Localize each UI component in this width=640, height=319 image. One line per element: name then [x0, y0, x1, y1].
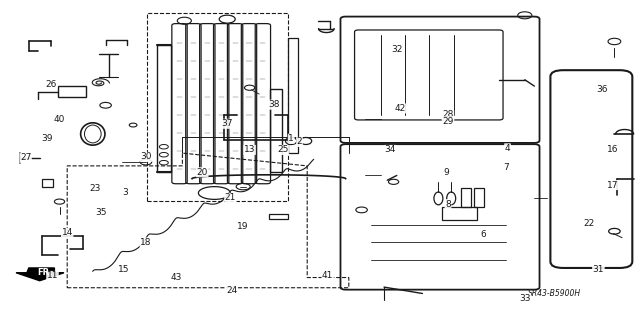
- Bar: [288, 38, 298, 153]
- Bar: [270, 89, 282, 172]
- Polygon shape: [16, 268, 64, 281]
- Text: SR43-B5900H: SR43-B5900H: [528, 289, 581, 298]
- Text: 40: 40: [54, 115, 65, 124]
- Bar: [474, 188, 484, 207]
- Text: 37: 37: [221, 119, 233, 128]
- Text: 23: 23: [89, 184, 100, 193]
- Text: 21: 21: [225, 193, 236, 202]
- Text: 42: 42: [394, 104, 406, 113]
- Text: 20: 20: [196, 168, 208, 177]
- Text: 28: 28: [442, 110, 454, 119]
- Text: 11: 11: [47, 271, 58, 280]
- Text: 43: 43: [170, 273, 182, 282]
- Text: 36: 36: [596, 85, 607, 94]
- Text: 4: 4: [505, 144, 510, 153]
- Text: 34: 34: [385, 145, 396, 154]
- Text: 33: 33: [519, 294, 531, 303]
- Text: 15: 15: [118, 265, 129, 274]
- Text: 35: 35: [95, 208, 107, 217]
- Text: 1: 1: [289, 134, 294, 143]
- Text: 18: 18: [140, 238, 152, 247]
- Text: 17: 17: [607, 181, 618, 189]
- Text: 26: 26: [45, 80, 57, 89]
- Text: FR.: FR.: [37, 268, 52, 277]
- Text: 13: 13: [244, 145, 255, 154]
- Text: 38: 38: [268, 100, 280, 109]
- Text: 41: 41: [322, 271, 333, 280]
- Text: 22: 22: [583, 219, 595, 228]
- Text: 39: 39: [41, 134, 52, 143]
- Text: 16: 16: [607, 145, 618, 154]
- Bar: [157, 45, 171, 172]
- Text: 30: 30: [140, 152, 152, 161]
- Text: 31: 31: [593, 265, 604, 274]
- Text: 19: 19: [237, 222, 249, 231]
- Bar: [147, 13, 288, 201]
- Text: 29: 29: [442, 117, 454, 126]
- Bar: [58, 86, 86, 97]
- Bar: [42, 179, 53, 187]
- Text: 6: 6: [481, 230, 486, 239]
- Text: 24: 24: [226, 286, 237, 295]
- Bar: [442, 207, 477, 220]
- Text: 14: 14: [61, 228, 73, 237]
- Text: 7: 7: [503, 163, 508, 172]
- Bar: [461, 188, 471, 207]
- Text: 2: 2: [297, 137, 302, 146]
- Text: 32: 32: [391, 45, 403, 54]
- Text: 9: 9: [444, 168, 449, 177]
- Text: 27: 27: [20, 153, 31, 162]
- Text: 8: 8: [445, 200, 451, 209]
- Bar: [269, 214, 288, 219]
- Text: 3: 3: [122, 189, 127, 197]
- Text: 25: 25: [277, 145, 289, 154]
